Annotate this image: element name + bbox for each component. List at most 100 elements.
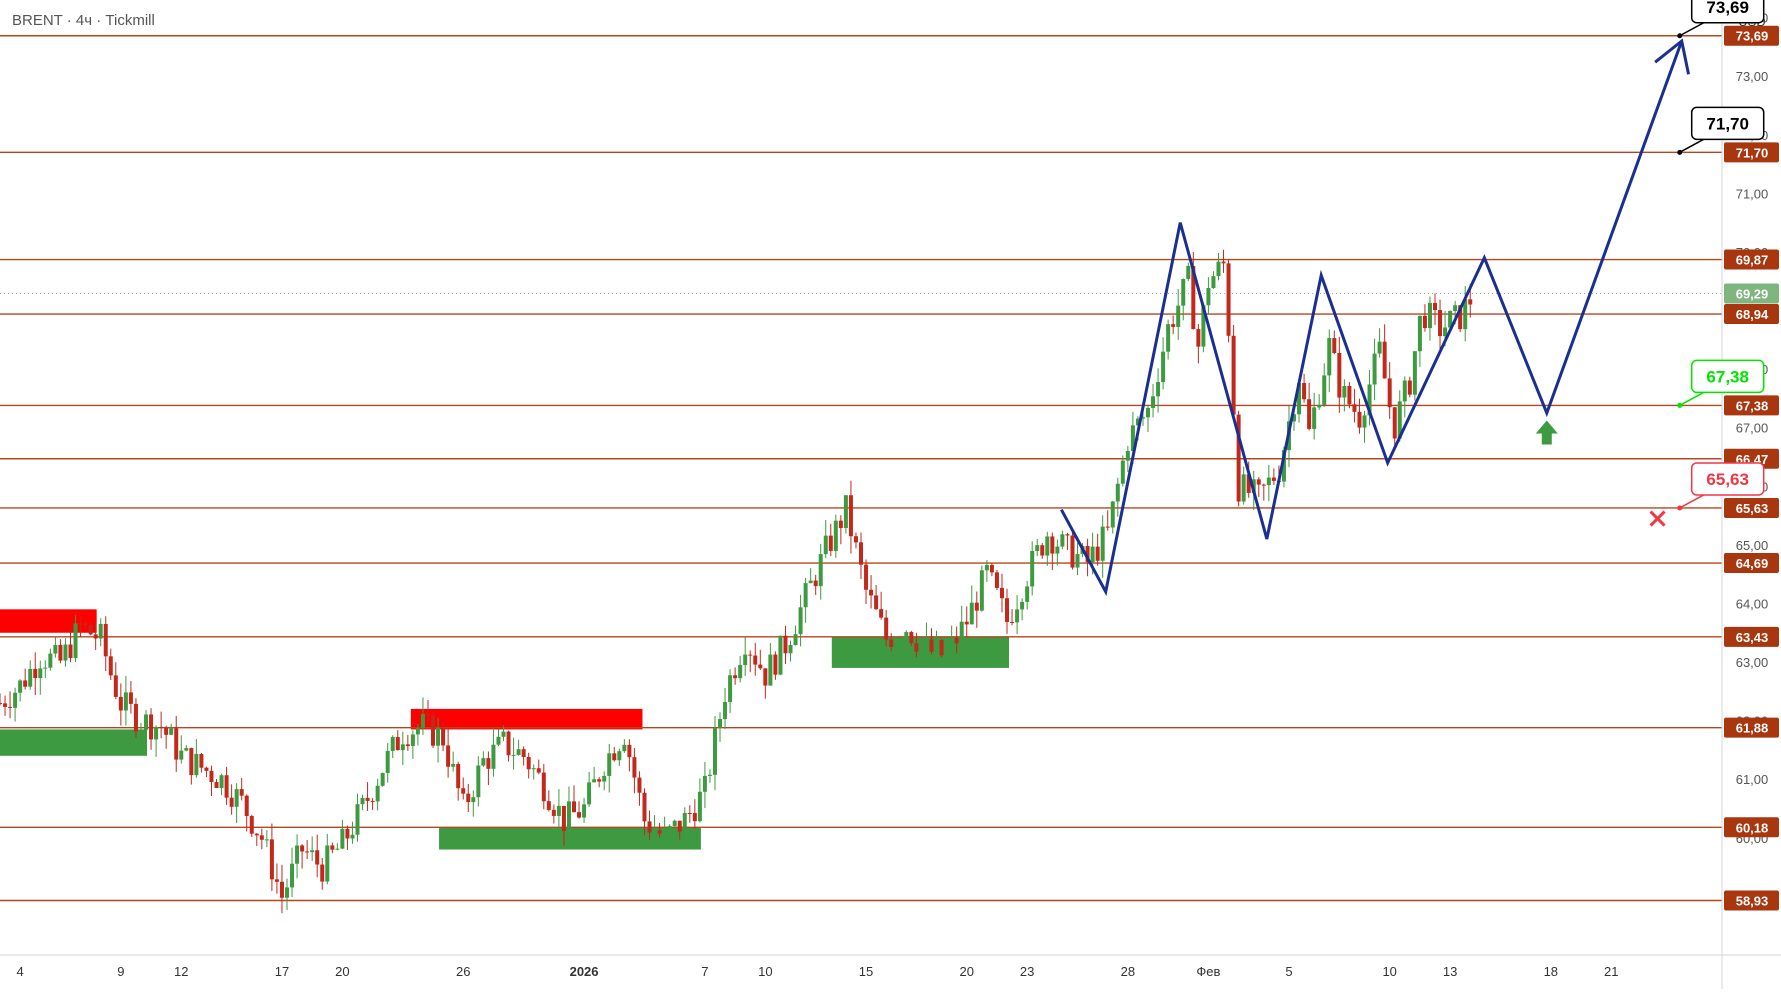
candle-up [728, 675, 733, 702]
candle-down [1070, 535, 1075, 568]
candle-up [491, 744, 496, 769]
candle-up [481, 758, 486, 766]
candle-up [410, 734, 415, 747]
candle-up [1377, 341, 1382, 354]
candle-down [1382, 341, 1387, 379]
candle-down [1302, 383, 1307, 400]
candle-down [999, 587, 1004, 599]
level-price-badge [1724, 395, 1779, 416]
candle-up [924, 639, 929, 645]
candle-down [1010, 621, 1015, 623]
candle-down [395, 737, 400, 751]
candle-up [501, 731, 506, 737]
candle-up [1402, 380, 1407, 402]
candle-up [98, 623, 103, 639]
target-pointer [1679, 22, 1705, 37]
candle-up [340, 828, 345, 849]
support-zone [0, 729, 148, 756]
level-price-label: 68,94 [1736, 307, 1769, 322]
candle-down [1458, 305, 1463, 330]
candle-up [743, 654, 748, 665]
candle-up [194, 753, 199, 776]
candle-up [1216, 261, 1221, 277]
candle-down [1407, 380, 1412, 395]
candle-down [274, 879, 279, 882]
level-price-label: 64,69 [1736, 556, 1769, 571]
candle-down [994, 572, 999, 588]
target-pointer [1679, 494, 1705, 509]
candle-up [219, 775, 224, 789]
candle-up [622, 744, 627, 752]
candle-up [808, 580, 813, 584]
candle-down [133, 703, 138, 732]
time-tick-label: 13 [1443, 964, 1457, 979]
candle-up [1146, 407, 1150, 418]
candle-up [451, 764, 456, 767]
target-callout-box [1690, 462, 1765, 496]
candle-down [1261, 484, 1266, 486]
candle-up [566, 801, 571, 831]
candle-up [1362, 415, 1367, 428]
candle-up [607, 753, 612, 776]
candle-down [431, 715, 436, 746]
candle-up [1055, 546, 1060, 554]
candle-up [1151, 396, 1156, 408]
price-tick-label: 64,00 [1736, 596, 1769, 611]
candle-up [1281, 450, 1286, 482]
candle-up [415, 728, 420, 735]
candle-up [1020, 601, 1025, 610]
candle-up [471, 797, 476, 803]
level-price-label: 63,43 [1736, 630, 1769, 645]
candle-down [174, 728, 179, 760]
candle-up [662, 828, 667, 834]
support-zone [439, 827, 701, 850]
candle-up [899, 640, 904, 642]
candle-down [879, 609, 884, 618]
candle-down [486, 758, 491, 769]
candle-down [954, 638, 959, 644]
target-callout-label: 67,38 [1706, 367, 1749, 386]
candle-up [1327, 338, 1332, 376]
candle-down [874, 595, 879, 610]
candle-down [279, 881, 284, 898]
candle-down [838, 520, 843, 529]
target-callout-label: 71,70 [1706, 114, 1749, 133]
target-callout-box [1690, 0, 1765, 24]
candle-up [385, 750, 390, 773]
candle-up [904, 632, 909, 641]
candle-up [1211, 276, 1216, 289]
candle-down [647, 821, 652, 833]
candle-up [350, 834, 355, 839]
candle-up [984, 564, 989, 571]
candle-up [667, 826, 672, 829]
level-price-badge [1724, 249, 1779, 270]
time-tick-label: 28 [1121, 964, 1135, 979]
candle-down [1271, 477, 1276, 481]
candle-down [58, 644, 63, 661]
candle-up [1030, 550, 1035, 587]
candle-down [773, 654, 778, 675]
candle-up [1453, 305, 1458, 311]
candle-down [118, 696, 123, 711]
candle-up [1161, 351, 1166, 383]
candle-up [1176, 305, 1181, 327]
candle-down [632, 757, 637, 778]
candle-down [853, 536, 858, 543]
candle-down [758, 664, 763, 669]
candle-up [516, 749, 521, 755]
candle-down [763, 668, 768, 686]
candle-down [441, 728, 446, 746]
candle-up [919, 644, 924, 652]
candle-down [446, 745, 451, 767]
candle-down [229, 797, 234, 807]
candle-up [511, 754, 516, 756]
candle-down [546, 801, 551, 810]
candle-down [1105, 526, 1110, 528]
candle-up [1090, 546, 1095, 563]
level-price-badge [1724, 553, 1779, 574]
candle-up [1135, 418, 1140, 426]
current-price-badge [1724, 283, 1779, 304]
candle-up [843, 495, 848, 529]
candle-down [159, 726, 164, 728]
